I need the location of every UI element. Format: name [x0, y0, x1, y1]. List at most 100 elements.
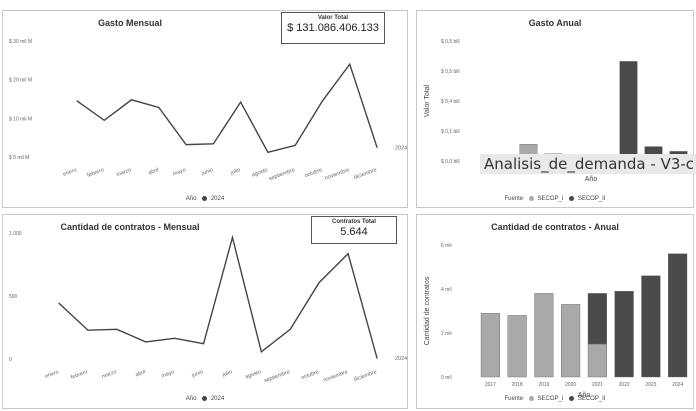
x-tick-label: julio: [229, 167, 241, 176]
y-axis-title: Cantidad de contratos: [424, 276, 431, 345]
bar-SECOP_I-2020: [561, 304, 581, 378]
x-tick-label: abril: [148, 167, 160, 176]
x-tick-label: 2017: [485, 382, 496, 388]
contratos-anual-panel[interactable]: Cantidad de contratos - Anual 0 mil 2 mil…: [416, 214, 694, 409]
x-tick-label: enero: [44, 369, 59, 379]
bar-SECOP_I-2019: [534, 293, 554, 378]
x-tick-label: mayo: [172, 167, 187, 177]
legend-item-secop-ii: SECOP_II: [577, 396, 606, 403]
data-point: [116, 328, 118, 330]
x-tick-label: junio: [190, 369, 204, 379]
y-tick-label: 6 mil: [441, 243, 452, 249]
x-tick-label: 2018: [512, 382, 523, 388]
data-point: [174, 337, 176, 339]
data-point: [202, 343, 205, 345]
y-tick-label: $ 0,5 bill: [441, 39, 460, 45]
gasto-mensual-panel[interactable]: Gasto Mensual $ 0 mil M $ 10 mil M $ 20 mi…: [2, 10, 408, 208]
x-tick-label: 2022: [619, 382, 630, 388]
y-tick-label: 500: [9, 294, 18, 300]
x-tick-label: 2023: [645, 382, 656, 388]
series-end-label: 2024: [395, 145, 407, 151]
y-tick-label: 0 mil: [441, 375, 452, 381]
y-tick-label: $ 10 mil M: [9, 116, 32, 122]
legend-swatch: [202, 196, 208, 201]
x-tick-label: agosto: [244, 369, 262, 380]
contratos-mensual-chart: 0 500 1.000 enero febrero marzo abril mayo junio…: [9, 231, 407, 384]
gasto-anual-legend: Fuente SECOP_I SECOP_II: [417, 196, 693, 202]
contratos-anual-legend: Fuente SECOP_I SECOP_II: [417, 396, 693, 402]
x-tick-label: abril: [135, 369, 147, 378]
y-tick-label: $ 20 mil M: [9, 78, 32, 84]
x-tick-label: julio: [221, 369, 233, 378]
y-tick-label: 0: [9, 357, 12, 363]
bar-SECOP_II-2024: [668, 253, 688, 378]
data-point: [289, 328, 291, 330]
series-line-2024: [58, 234, 378, 359]
bar-SECOP_II-2022: [614, 290, 634, 378]
data-point: [58, 302, 60, 304]
gasto-mensual-legend: Año 2024: [3, 196, 407, 202]
x-tick-label: septiembre: [263, 369, 291, 384]
contratos-mensual-panel[interactable]: Cantidad de contratos - Mensual 0 500 1.00…: [2, 214, 408, 409]
y-tick-label: $ 0,5 bill: [441, 69, 460, 75]
data-point: [376, 357, 378, 359]
legend-title: Fuente: [504, 396, 524, 403]
legend-swatch-secop-ii: [569, 396, 575, 401]
x-tick-label: noviembre: [323, 369, 349, 383]
legend-title: Fuente: [504, 196, 524, 203]
x-tick-label: junio: [200, 167, 214, 177]
legend-title: Año: [185, 196, 197, 203]
gasto-anual-chart: $ 0,0 bill $ 0,1 bill $ 0,4 bill $ 0,5 bill…: [424, 39, 688, 183]
data-point: [260, 351, 262, 353]
valor-total-label: Valor Total: [317, 15, 349, 21]
x-tick-label: mayo: [161, 369, 176, 379]
data-point: [240, 101, 242, 103]
data-point: [318, 281, 320, 284]
series-end-label: 2024: [395, 356, 407, 362]
legend-item-secop-i: SECOP_I: [537, 396, 564, 403]
gasto-mensual-chart: $ 0 mil M $ 10 mil M $ 20 mil M $ 30 mil M e…: [9, 39, 407, 182]
data-point: [231, 236, 234, 239]
bar-SECOP_I-2021: [587, 343, 607, 378]
legend-item-secop-ii: SECOP_II: [577, 196, 606, 203]
data-point: [185, 144, 187, 146]
y-tick-label: $ 0,0 bill: [441, 159, 460, 165]
x-tick-label: marzo: [116, 167, 132, 178]
y-tick-label: $ 30 mil M: [9, 39, 32, 45]
legend-item: 2024: [210, 396, 225, 403]
legend-item: 2024: [210, 196, 225, 203]
y-tick-label: 1.000: [9, 231, 22, 237]
x-tick-label: 2019: [538, 382, 549, 388]
data-point: [158, 106, 160, 109]
data-point: [103, 119, 105, 121]
x-tick-label: diciembre: [353, 167, 377, 181]
x-tick-label: febrero: [70, 369, 88, 381]
legend-swatch-secop-i: [528, 396, 534, 401]
contratos-mensual-title: Cantidad de contratos - Mensual: [60, 222, 200, 232]
contratos-anual-title: Cantidad de contratos - Anual: [491, 222, 619, 232]
x-tick-label: 2024: [672, 382, 683, 388]
gasto-anual-title: Gasto Anual: [528, 18, 582, 28]
valor-total-card[interactable]: Valor Total $ 131.086.406.133: [281, 12, 385, 44]
report-title-banner: Analisis_de_demanda - V3-c: [480, 154, 696, 174]
series-line-2024: [76, 62, 378, 154]
gasto-anual-panel[interactable]: Gasto Anual $ 0,0 bill $ 0,1 bill $ 0,4 bi…: [416, 10, 694, 208]
legend-swatch-secop-ii: [569, 196, 575, 201]
y-axis-title: Valor Total: [424, 84, 431, 117]
legend-swatch-secop-i: [528, 196, 534, 201]
y-tick-label: $ 0 mil M: [9, 155, 29, 161]
legend-title: Año: [185, 396, 197, 403]
y-tick-label: 4 mil: [441, 287, 452, 293]
legend-swatch: [202, 396, 208, 401]
data-point: [87, 329, 89, 331]
data-point: [130, 99, 133, 101]
contratos-total-card[interactable]: Contratos Total 5.644: [311, 216, 397, 244]
y-tick-label: $ 0,1 bill: [441, 129, 460, 135]
data-point: [267, 151, 269, 153]
contratos-total-label: Contratos Total: [332, 219, 376, 225]
data-point: [347, 253, 349, 255]
x-tick-label: octubre: [304, 167, 323, 179]
legend-item-secop-i: SECOP_I: [537, 196, 564, 203]
bar-SECOP_II-2021: [587, 293, 607, 345]
data-point: [145, 341, 147, 343]
